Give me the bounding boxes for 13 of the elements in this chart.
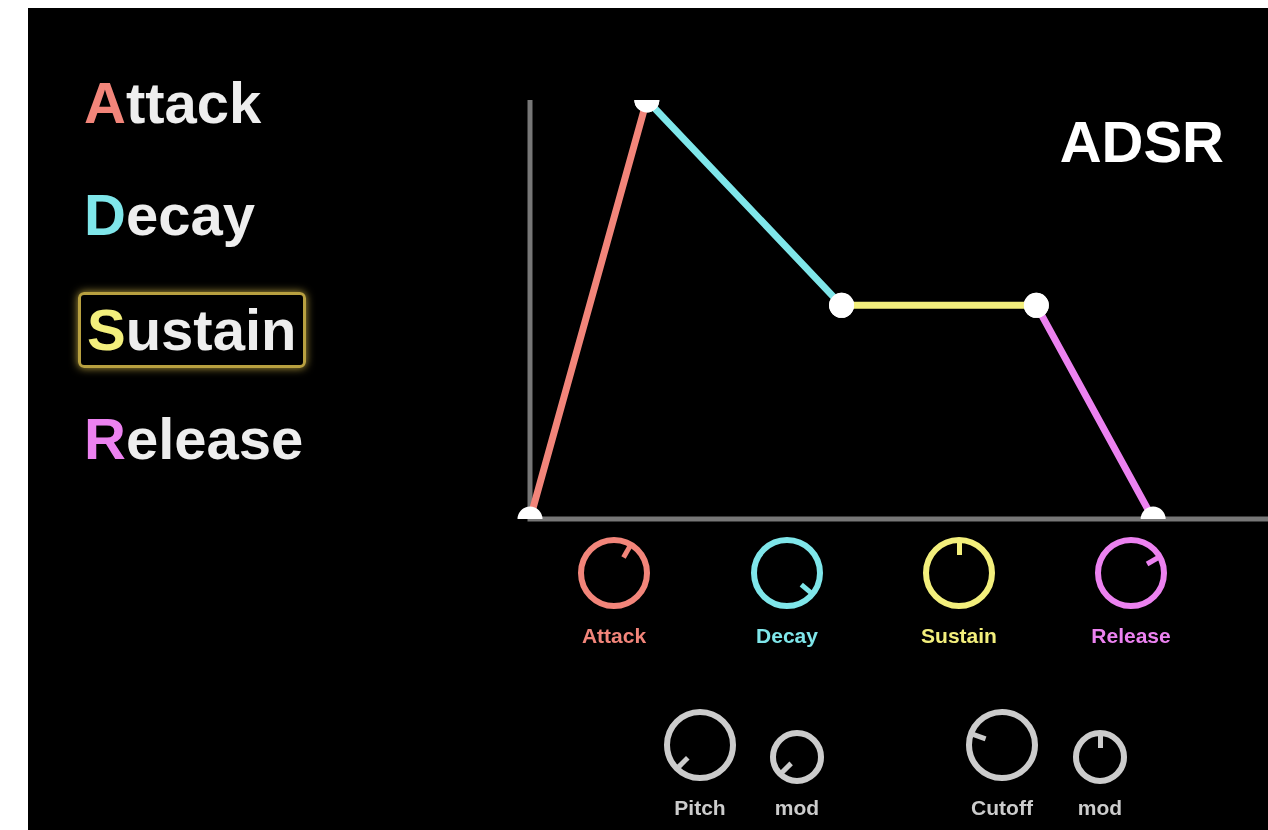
text: Sustain — [921, 624, 997, 648]
text: Cutoff — [971, 796, 1033, 820]
text: mod — [1077, 796, 1123, 820]
chart-title: ADSR — [1059, 108, 1224, 175]
text: Pitch — [674, 796, 726, 820]
text: Decay — [756, 624, 818, 648]
text: Decay — [84, 182, 255, 247]
text: Release — [84, 406, 304, 471]
text: Release — [1091, 624, 1171, 648]
text: Attack — [581, 624, 647, 648]
text: Sustain — [87, 297, 297, 362]
text: Attack — [84, 70, 262, 135]
text: mod — [774, 796, 820, 820]
